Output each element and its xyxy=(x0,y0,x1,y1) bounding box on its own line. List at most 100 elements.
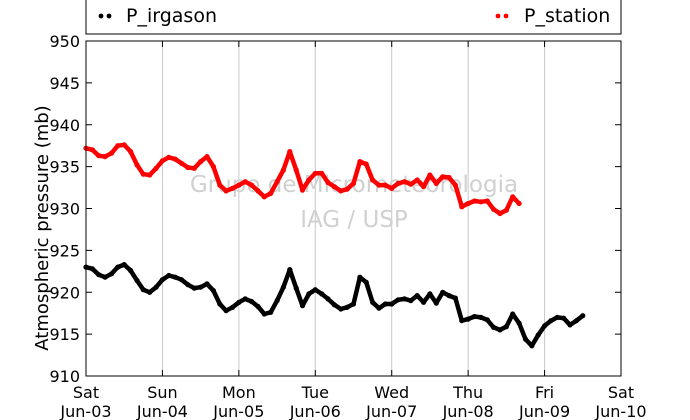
data-point xyxy=(299,187,306,193)
data-point xyxy=(153,165,159,171)
data-point xyxy=(319,170,325,176)
data-point xyxy=(204,281,210,287)
data-point xyxy=(338,306,344,312)
data-point xyxy=(491,324,497,330)
x-tick-label-date: Jun-08 xyxy=(442,402,494,420)
data-point xyxy=(440,289,446,295)
data-point xyxy=(370,177,376,183)
data-point xyxy=(242,179,248,185)
data-point xyxy=(147,172,153,178)
data-point xyxy=(389,185,395,191)
data-point xyxy=(121,262,127,268)
data-point xyxy=(382,301,388,307)
data-point xyxy=(433,300,439,306)
x-tick-label-day: Tue xyxy=(301,383,329,402)
data-point xyxy=(198,284,204,290)
data-point xyxy=(274,298,280,304)
data-point xyxy=(217,182,223,188)
data-point xyxy=(408,298,414,304)
data-point xyxy=(465,200,471,207)
legend-entry-station: P_station xyxy=(495,5,610,27)
data-point xyxy=(331,302,337,308)
data-point xyxy=(376,182,382,188)
data-point xyxy=(382,182,388,188)
data-point xyxy=(185,164,191,171)
data-point xyxy=(287,267,293,273)
data-point xyxy=(510,311,516,317)
legend-frame xyxy=(85,0,622,35)
y-tick-label: 920 xyxy=(49,283,80,302)
data-point xyxy=(452,295,458,301)
legend-entry-irgason: P_irgason xyxy=(98,5,217,27)
data-point xyxy=(128,149,134,155)
data-point xyxy=(465,316,471,322)
data-point xyxy=(172,156,178,162)
legend-marker-station xyxy=(495,13,501,19)
data-point xyxy=(89,266,95,272)
data-point xyxy=(217,301,223,307)
data-point xyxy=(421,299,427,305)
x-tick-label-day: Thu xyxy=(452,383,483,402)
data-point xyxy=(236,182,242,188)
data-point xyxy=(261,194,267,200)
data-point xyxy=(89,147,95,153)
watermark-line-2: IAG / USP xyxy=(300,207,408,233)
data-point xyxy=(128,267,134,274)
data-point xyxy=(249,182,255,188)
data-point xyxy=(153,284,159,290)
data-point xyxy=(344,304,350,310)
data-point xyxy=(363,279,369,285)
series-P_station xyxy=(83,142,522,217)
data-point xyxy=(261,311,267,317)
data-point xyxy=(484,198,490,204)
data-point xyxy=(268,309,274,315)
data-point xyxy=(236,299,242,305)
data-point xyxy=(299,303,306,309)
data-point xyxy=(459,318,465,324)
legend-marker-irgason xyxy=(106,13,112,19)
data-point xyxy=(210,288,216,294)
x-tick-label-date: Jun-05 xyxy=(212,402,264,420)
x-tick-label-date: Jun-07 xyxy=(365,402,417,420)
data-point xyxy=(147,289,153,295)
x-tick-label-date: Jun-09 xyxy=(518,402,570,420)
data-point xyxy=(497,327,503,333)
data-point xyxy=(344,186,350,192)
data-point xyxy=(134,162,140,168)
data-point xyxy=(370,299,376,305)
data-point xyxy=(542,323,548,329)
y-tick-label: 925 xyxy=(49,241,80,260)
data-point xyxy=(229,185,236,191)
data-point xyxy=(319,291,325,297)
data-point xyxy=(255,303,261,310)
data-point xyxy=(491,206,497,212)
x-axis: SatJun-03SunJun-04MonJun-05TueJun-06WedJ… xyxy=(59,41,647,420)
data-point xyxy=(159,158,165,164)
data-point xyxy=(427,172,433,178)
series-layer xyxy=(83,142,586,349)
data-point xyxy=(484,317,490,323)
data-point xyxy=(459,204,465,210)
data-point xyxy=(497,210,503,217)
data-point xyxy=(325,296,331,302)
data-point xyxy=(102,274,108,280)
data-point xyxy=(516,200,522,207)
data-point xyxy=(191,165,197,171)
data-point xyxy=(249,298,255,305)
data-point xyxy=(287,149,293,155)
x-tick-label-day: Wed xyxy=(374,383,409,402)
data-point xyxy=(478,314,484,320)
data-point xyxy=(191,285,197,291)
data-point xyxy=(389,301,395,307)
data-point xyxy=(306,291,312,297)
data-point xyxy=(529,343,535,349)
legend-marker-irgason xyxy=(98,13,104,19)
data-point xyxy=(503,207,509,213)
data-point xyxy=(166,154,172,160)
data-point xyxy=(159,277,165,283)
data-point xyxy=(433,180,439,186)
x-tick-label-date: Jun-03 xyxy=(59,402,111,420)
x-tick-label-date: Jun-06 xyxy=(289,402,341,420)
